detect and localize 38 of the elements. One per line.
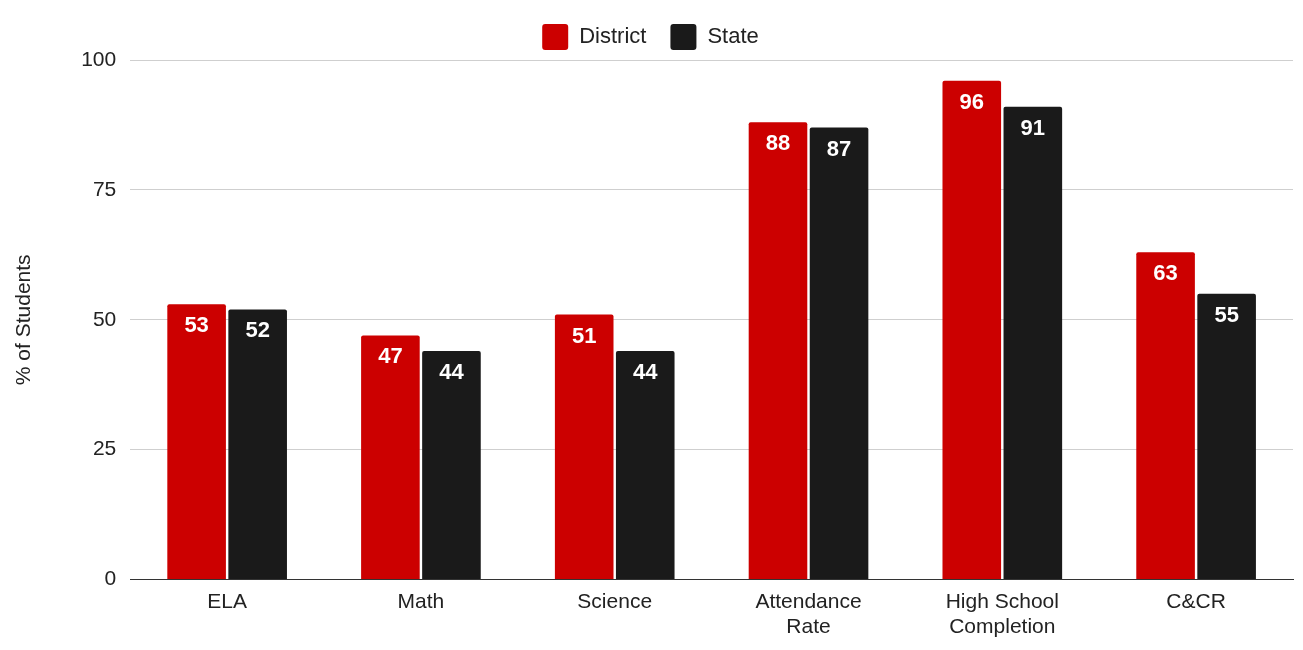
bar [228, 309, 287, 580]
data-label: 51 [571, 322, 597, 348]
bar [615, 350, 675, 580]
bar [942, 80, 1002, 580]
data-label: 47 [378, 343, 403, 369]
data-label: 44 [439, 359, 465, 385]
legend-label: State [707, 23, 759, 49]
y-tick-label: 100 [81, 46, 117, 70]
x-tick-label: ELA [207, 589, 247, 612]
bar [554, 314, 614, 580]
bar [1136, 252, 1195, 580]
data-label: 52 [245, 317, 270, 343]
bar [422, 350, 481, 580]
bar [1003, 106, 1063, 580]
x-tick-label: Attendance Rate [755, 589, 862, 638]
bar [748, 122, 808, 580]
y-axis-title: % of Students [11, 254, 35, 386]
x-tick-label: Science [577, 589, 653, 612]
y-tick-label: 50 [92, 306, 117, 330]
data-label: 87 [826, 135, 852, 161]
data-label: 55 [1214, 301, 1239, 327]
y-tick-label: 75 [92, 176, 117, 200]
data-label: 53 [184, 312, 209, 338]
data-label: 91 [1020, 114, 1046, 140]
bar [1197, 293, 1256, 580]
data-label: 63 [1153, 260, 1178, 286]
legend-label: District [579, 23, 647, 49]
data-label: 44 [633, 359, 659, 385]
y-tick-label: 25 [92, 436, 117, 460]
y-tick-label: 0 [104, 566, 117, 590]
x-tick-label: Math [397, 589, 445, 612]
bar [361, 335, 420, 580]
bar [167, 304, 226, 580]
data-label: 88 [765, 130, 791, 156]
x-tick-label: High School Completion [945, 589, 1059, 638]
bar [809, 127, 869, 580]
data-label: 96 [959, 88, 985, 114]
x-tick-label: C&CR [1166, 589, 1226, 612]
